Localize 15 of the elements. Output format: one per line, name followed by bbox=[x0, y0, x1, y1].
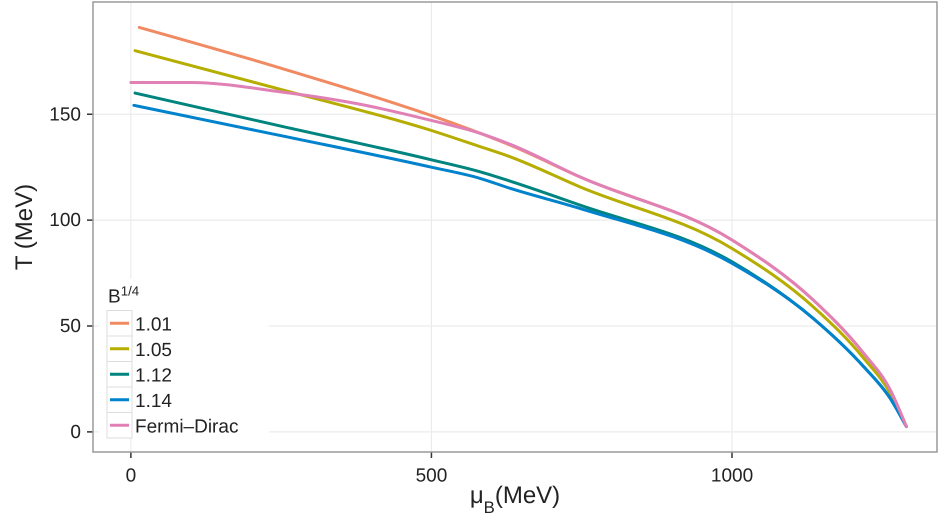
x-tick-label: 0 bbox=[126, 465, 136, 486]
legend-label: 1.12 bbox=[135, 365, 172, 386]
legend-label: 1.14 bbox=[135, 390, 172, 412]
x-axis-title: μ$_{B}$(MeV) bbox=[470, 482, 560, 516]
y-axis-title: T (MeV) bbox=[11, 184, 38, 270]
legend-label: Fermi–Dirac bbox=[135, 416, 238, 438]
y-tick-label: 0 bbox=[70, 422, 81, 443]
legend-label: 1.01 bbox=[135, 314, 172, 336]
y-tick-label: 150 bbox=[49, 104, 81, 126]
y-tick-label: 50 bbox=[60, 316, 81, 338]
legend-title: B$^{1/4}$ bbox=[108, 283, 140, 308]
y-tick-label: 100 bbox=[49, 210, 81, 232]
x-tick-label: 1000 bbox=[710, 465, 754, 486]
legend-label: 1.05 bbox=[135, 340, 172, 361]
x-tick-label: 500 bbox=[416, 465, 448, 486]
